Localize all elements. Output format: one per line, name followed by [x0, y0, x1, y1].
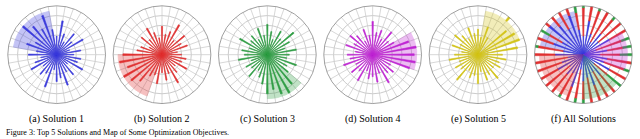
svg-text:(c) Solution 3: (c) Solution 3	[240, 113, 295, 125]
svg-text:(e) Solution 5: (e) Solution 5	[451, 113, 506, 125]
svg-text:(f) All Solutions: (f) All Solutions	[551, 113, 616, 125]
svg-text:(d) Solution 4: (d) Solution 4	[345, 113, 401, 125]
svg-text:Figure 3: Top 5 Solutions and: Figure 3: Top 5 Solutions and Map of Som…	[6, 128, 229, 137]
svg-text:(a) Solution 1: (a) Solution 1	[29, 113, 84, 125]
svg-text:(b) Solution 2: (b) Solution 2	[134, 113, 190, 125]
